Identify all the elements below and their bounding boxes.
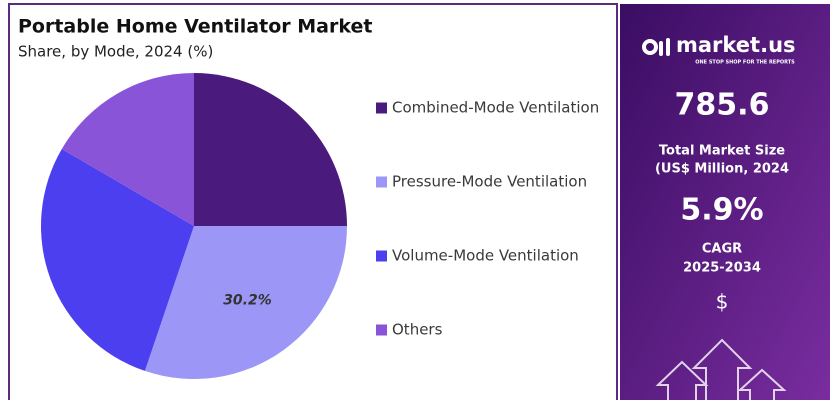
legend-label: Combined-Mode Ventilation (392, 99, 599, 117)
market-size: 785.6 (675, 88, 770, 123)
chart-subtitle: Share, by Mode, 2024 (%) (18, 43, 213, 61)
pie: 30.2% (41, 73, 347, 379)
cagr-label: 2025-2034 (683, 261, 761, 276)
cagr-label: CAGR (702, 242, 742, 257)
legend-swatch (376, 325, 387, 336)
legend-label: Volume-Mode Ventilation (392, 247, 579, 265)
legend-swatch (376, 251, 387, 262)
chart-title: Portable Home Ventilator Market (18, 16, 372, 38)
cagr: 5.9% (680, 193, 763, 228)
data-label: 30.2% (223, 293, 272, 309)
market-size-label: Total Market Size (659, 144, 785, 159)
legend-label: Pressure-Mode Ventilation (392, 173, 587, 191)
tagline: ONE STOP SHOP FOR THE REPORTS (695, 60, 795, 66)
legend-label: Others (392, 321, 443, 339)
brand: market.us (676, 33, 796, 57)
legend-swatch (376, 103, 387, 114)
currency-icon: $ (716, 290, 729, 314)
market-size-label: (US$ Million, 2024 (655, 162, 789, 177)
page: Portable Home Ventilator Market Share, b… (0, 0, 838, 400)
legend-swatch (376, 177, 387, 188)
